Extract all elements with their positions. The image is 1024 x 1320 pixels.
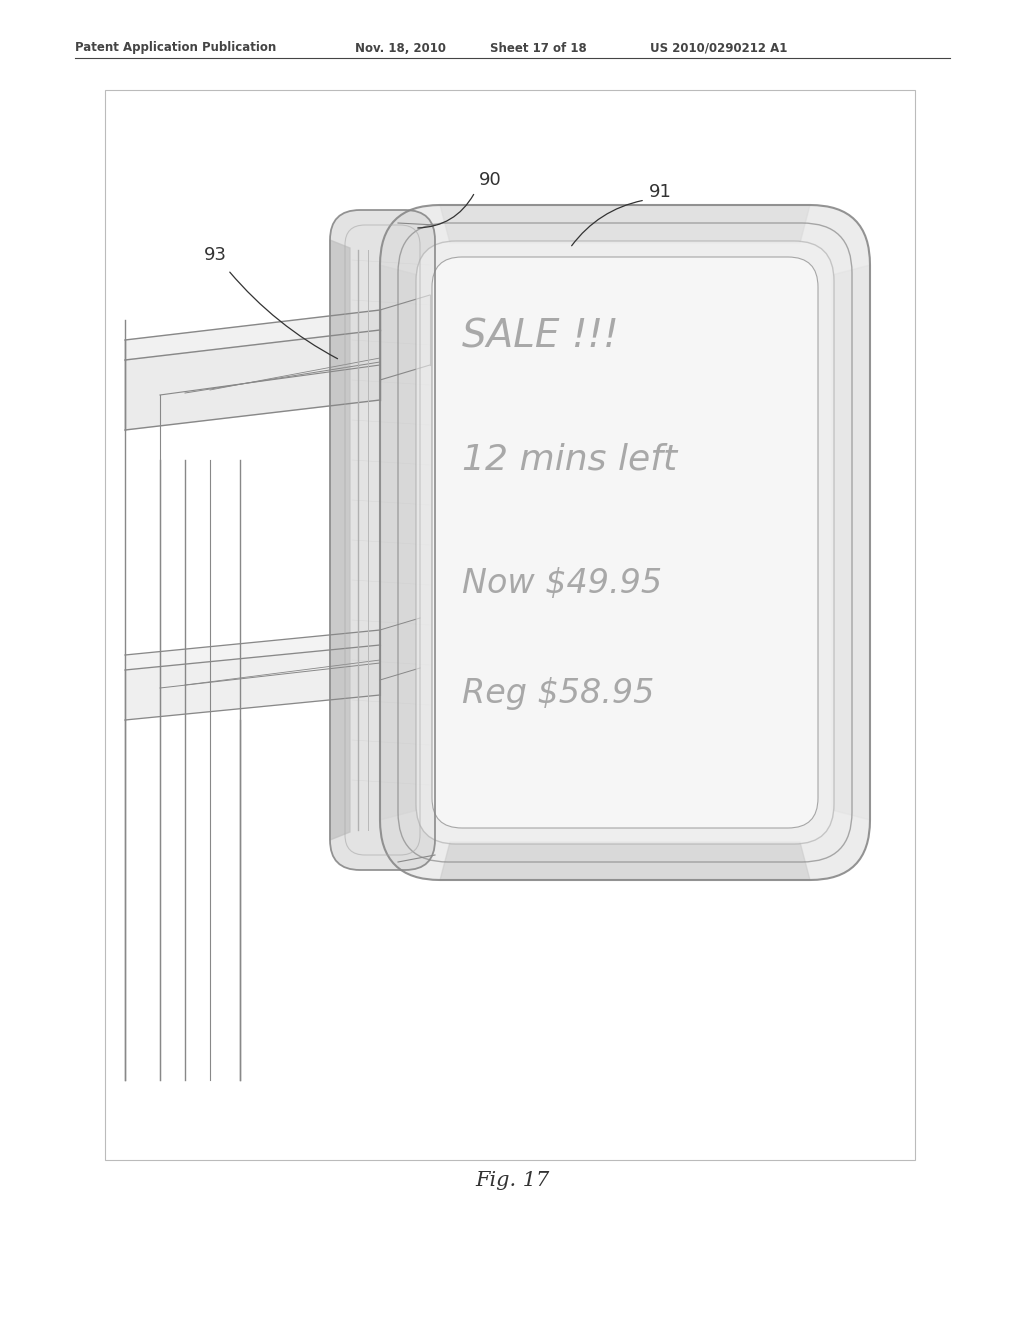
FancyBboxPatch shape xyxy=(330,210,435,870)
Polygon shape xyxy=(125,645,380,719)
Polygon shape xyxy=(831,265,870,820)
Polygon shape xyxy=(125,630,380,671)
Polygon shape xyxy=(440,842,810,880)
Polygon shape xyxy=(330,240,350,840)
Polygon shape xyxy=(125,310,380,360)
Text: US 2010/0290212 A1: US 2010/0290212 A1 xyxy=(650,41,787,54)
Polygon shape xyxy=(125,330,380,430)
Text: Fig. 17: Fig. 17 xyxy=(475,1171,549,1189)
Polygon shape xyxy=(440,205,810,243)
FancyBboxPatch shape xyxy=(432,257,818,828)
Polygon shape xyxy=(380,265,418,820)
FancyBboxPatch shape xyxy=(416,242,834,843)
Text: Patent Application Publication: Patent Application Publication xyxy=(75,41,276,54)
Text: 90: 90 xyxy=(478,172,502,189)
Polygon shape xyxy=(380,294,430,380)
FancyBboxPatch shape xyxy=(380,205,870,880)
Text: 93: 93 xyxy=(204,246,226,264)
Text: 91: 91 xyxy=(648,183,672,201)
Text: Sheet 17 of 18: Sheet 17 of 18 xyxy=(490,41,587,54)
Text: Nov. 18, 2010: Nov. 18, 2010 xyxy=(355,41,446,54)
Text: Now $49.95: Now $49.95 xyxy=(462,568,663,601)
Bar xyxy=(105,90,915,1160)
Polygon shape xyxy=(380,618,420,680)
Text: Reg $58.95: Reg $58.95 xyxy=(462,677,654,710)
Text: SALE !!!: SALE !!! xyxy=(462,317,618,355)
Text: 12 mins left: 12 mins left xyxy=(462,442,677,477)
